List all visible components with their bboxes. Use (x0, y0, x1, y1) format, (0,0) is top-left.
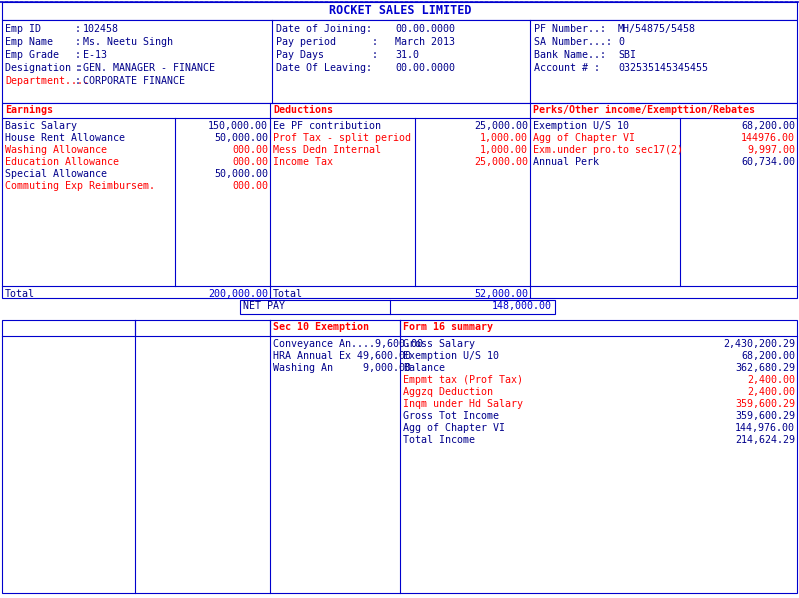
Text: 2,430,200.29: 2,430,200.29 (723, 339, 795, 349)
Text: Washing Allowance: Washing Allowance (5, 145, 107, 155)
Text: 60,734.00: 60,734.00 (741, 157, 795, 167)
Bar (2, 320, 797, 593)
Text: Designation :: Designation : (5, 63, 83, 73)
Text: 1,000.00: 1,000.00 (480, 133, 528, 143)
Text: Special Allowance: Special Allowance (5, 169, 107, 179)
Text: Agg of Chapter VI: Agg of Chapter VI (403, 423, 505, 433)
Text: Earnings: Earnings (5, 105, 53, 115)
Text: SA Number...:: SA Number...: (534, 37, 612, 47)
Text: House Rent Allowance: House Rent Allowance (5, 133, 125, 143)
Text: Exm.under pro.to sec17(2): Exm.under pro.to sec17(2) (533, 145, 683, 155)
Text: 359,600.29: 359,600.29 (735, 411, 795, 421)
Text: Emp ID: Emp ID (5, 24, 41, 34)
Text: 1,000.00: 1,000.00 (480, 145, 528, 155)
Text: Gross Tot Income: Gross Tot Income (403, 411, 499, 421)
Bar (2, 103, 797, 298)
Text: 0: 0 (618, 37, 624, 47)
Text: Agg of Chapter VI: Agg of Chapter VI (533, 133, 635, 143)
Text: Annual Perk: Annual Perk (533, 157, 599, 167)
Text: :: : (75, 50, 81, 60)
Text: Emp Grade: Emp Grade (5, 50, 59, 60)
Text: Washing An     9,000.00: Washing An 9,000.00 (273, 363, 411, 373)
Text: Date Of Leaving:: Date Of Leaving: (276, 63, 372, 73)
Text: 200,000.00: 200,000.00 (208, 289, 268, 299)
Text: 000.00: 000.00 (232, 181, 268, 191)
Text: 2,400.00: 2,400.00 (747, 375, 795, 385)
Text: :: : (75, 37, 81, 47)
Text: 31.0: 31.0 (395, 50, 419, 60)
Text: 144976.00: 144976.00 (741, 133, 795, 143)
Text: Bank Name..:: Bank Name..: (534, 50, 606, 60)
Text: 50,000.00: 50,000.00 (214, 133, 268, 143)
Text: 68,200.00: 68,200.00 (741, 121, 795, 131)
Text: GEN. MANAGER - FINANCE: GEN. MANAGER - FINANCE (83, 63, 215, 73)
Text: :: : (75, 24, 81, 34)
Text: Perks/Other income/Exempttion/Rebates: Perks/Other income/Exempttion/Rebates (533, 105, 755, 115)
Text: HRA Annual Ex 49,600.00: HRA Annual Ex 49,600.00 (273, 351, 411, 361)
Text: CORPORATE FINANCE: CORPORATE FINANCE (83, 76, 185, 86)
Text: Pay period      :: Pay period : (276, 37, 378, 47)
Text: MH/54875/5458: MH/54875/5458 (618, 24, 696, 34)
Text: 2,400.00: 2,400.00 (747, 387, 795, 397)
Text: Education Allowance: Education Allowance (5, 157, 119, 167)
Text: E-13: E-13 (83, 50, 107, 60)
Text: Income Tax: Income Tax (273, 157, 333, 167)
Text: Sec 10 Exemption: Sec 10 Exemption (273, 322, 369, 332)
Text: Commuting Exp Reimbursem.: Commuting Exp Reimbursem. (5, 181, 155, 191)
Text: :: : (75, 76, 81, 86)
Text: Aggzq Deduction: Aggzq Deduction (403, 387, 493, 397)
Text: 362,680.29: 362,680.29 (735, 363, 795, 373)
Bar (2, 20, 797, 103)
Text: PF Number..:: PF Number..: (534, 24, 606, 34)
Text: 214,624.29: 214,624.29 (735, 435, 795, 445)
Text: 9,997.00: 9,997.00 (747, 145, 795, 155)
Text: Gross Salary: Gross Salary (403, 339, 475, 349)
Text: 50,000.00: 50,000.00 (214, 169, 268, 179)
Text: Balance: Balance (403, 363, 445, 373)
Text: Total Income: Total Income (403, 435, 475, 445)
Text: Deductions: Deductions (273, 105, 333, 115)
Text: 148,000.00: 148,000.00 (492, 301, 552, 311)
Text: 00.00.0000: 00.00.0000 (395, 24, 455, 34)
Text: Inqm under Hd Salary: Inqm under Hd Salary (403, 399, 523, 409)
Text: Mess Dedn Internal: Mess Dedn Internal (273, 145, 381, 155)
Text: March 2013: March 2013 (395, 37, 455, 47)
Text: 102458: 102458 (83, 24, 119, 34)
Text: Ms. Neetu Singh: Ms. Neetu Singh (83, 37, 173, 47)
Text: 144,976.00: 144,976.00 (735, 423, 795, 433)
Text: Account # :: Account # : (534, 63, 600, 73)
Text: Prof Tax - split period: Prof Tax - split period (273, 133, 411, 143)
Text: 00.00.0000: 00.00.0000 (395, 63, 455, 73)
Text: Department....: Department.... (5, 76, 89, 86)
Text: 68,200.00: 68,200.00 (741, 351, 795, 361)
Text: 032535145345455: 032535145345455 (618, 63, 708, 73)
Bar (2, 2, 797, 20)
Text: Date of Joining:: Date of Joining: (276, 24, 372, 34)
Text: SBI: SBI (618, 50, 636, 60)
Text: 359,600.29: 359,600.29 (735, 399, 795, 409)
Text: 52,000.00: 52,000.00 (474, 289, 528, 299)
Text: Empmt tax (Prof Tax): Empmt tax (Prof Tax) (403, 375, 523, 385)
Text: Ee PF contribution: Ee PF contribution (273, 121, 381, 131)
Text: Total: Total (273, 289, 303, 299)
Text: NET PAY: NET PAY (243, 301, 285, 311)
Text: Emp Name: Emp Name (5, 37, 53, 47)
Text: Exemption U/S 10: Exemption U/S 10 (533, 121, 629, 131)
Text: 000.00: 000.00 (232, 145, 268, 155)
Text: Basic Salary: Basic Salary (5, 121, 77, 131)
Text: Conveyance An....9,600.00: Conveyance An....9,600.00 (273, 339, 423, 349)
Text: Exemption U/S 10: Exemption U/S 10 (403, 351, 499, 361)
Text: Total: Total (5, 289, 35, 299)
Text: :: : (75, 63, 81, 73)
Bar (240, 300, 555, 314)
Text: 25,000.00: 25,000.00 (474, 121, 528, 131)
Text: Pay Days        :: Pay Days : (276, 50, 378, 60)
Text: ROCKET SALES LIMITED: ROCKET SALES LIMITED (328, 4, 471, 17)
Text: 000.00: 000.00 (232, 157, 268, 167)
Text: 150,000.00: 150,000.00 (208, 121, 268, 131)
Text: Form 16 summary: Form 16 summary (403, 322, 493, 332)
Text: 25,000.00: 25,000.00 (474, 157, 528, 167)
